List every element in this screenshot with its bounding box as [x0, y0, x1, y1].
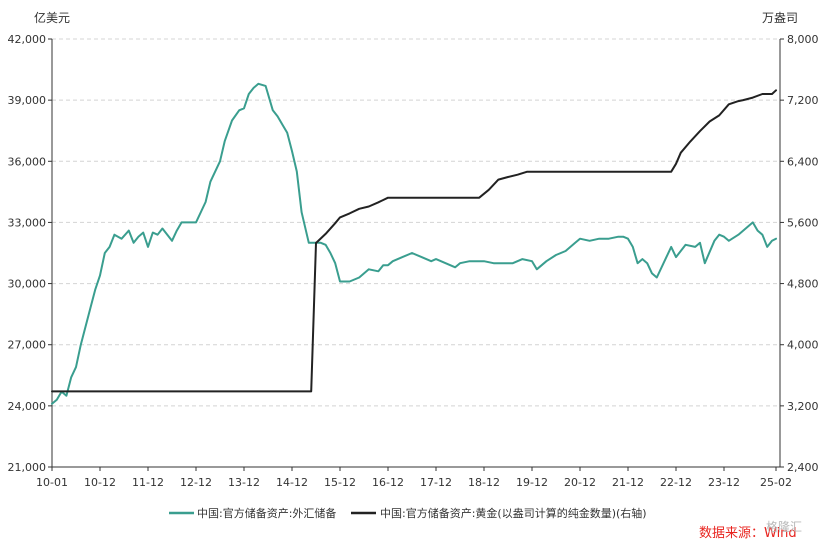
axes	[51, 39, 781, 468]
left-tick-label: 24,000	[8, 400, 47, 413]
right-tick-label: 6,400	[787, 155, 819, 168]
right-tick-label: 4,000	[787, 339, 819, 352]
left-tick-label: 42,000	[8, 33, 47, 46]
right-tick-label: 4,800	[787, 278, 819, 291]
x-tick-label: 10-01	[36, 476, 68, 489]
x-tick-label: 10-12	[84, 476, 116, 489]
right-tick-label: 3,200	[787, 400, 819, 413]
watermark-logo: 格隆汇	[766, 519, 802, 534]
x-tick-label: 15-12	[324, 476, 356, 489]
left-tick-label: 27,000	[8, 339, 47, 352]
legend-label-fx-reserves: 中国:官方储备资产:外汇储备	[197, 506, 336, 520]
series-line-fx-reserves	[51, 82, 777, 405]
legend: 中国:官方储备资产:外汇储备 中国:官方储备资产:黄金(以盎司计算的纯金数量)(…	[169, 506, 647, 520]
right-axis-ticks: 2,400 3,200 4,000 4,800 5,600 6,400 7,200 8,000	[780, 33, 819, 474]
x-tick-label: 21-12	[612, 476, 644, 489]
left-tick-label: 39,000	[8, 94, 47, 107]
left-tick-label: 36,000	[8, 155, 47, 168]
right-tick-label: 5,600	[787, 216, 819, 229]
right-tick-label: 8,000	[787, 33, 819, 46]
x-tick-label: 25-02	[760, 476, 792, 489]
x-tick-label: 13-12	[228, 476, 260, 489]
left-tick-label: 21,000	[8, 461, 47, 474]
left-axis-ticks: 21,000 24,000 27,000 30,000 33,000 36,000 39,0…	[8, 33, 52, 474]
x-tick-label: 22-12	[660, 476, 692, 489]
right-tick-label: 7,200	[787, 94, 819, 107]
x-tick-label: 18-12	[468, 476, 500, 489]
right-tick-label: 2,400	[787, 461, 819, 474]
left-axis-unit: 亿美元	[34, 10, 70, 25]
x-tick-label: 11-12	[132, 476, 164, 489]
x-tick-label: 19-12	[516, 476, 548, 489]
right-axis-unit: 万盎司	[762, 11, 798, 25]
x-axis-ticks: 10-01 10-12 11-12 12-12 13-12 14-12 15-12 16-12…	[36, 467, 792, 489]
legend-label-gold: 中国:官方储备资产:黄金(以盎司计算的纯金数量)(右轴)	[380, 506, 647, 520]
x-tick-label: 23-12	[708, 476, 740, 489]
source-label: 数据来源：Wind	[699, 526, 797, 541]
series-lines	[51, 82, 777, 405]
x-tick-label: 12-12	[180, 476, 212, 489]
grid-lines	[52, 38, 780, 407]
left-tick-label: 30,000	[8, 278, 47, 291]
x-tick-label: 17-12	[420, 476, 452, 489]
x-tick-label: 14-12	[276, 476, 308, 489]
x-tick-label: 16-12	[372, 476, 404, 489]
series-line-gold	[51, 89, 777, 393]
left-tick-label: 33,000	[8, 216, 47, 229]
x-tick-label: 20-12	[564, 476, 596, 489]
